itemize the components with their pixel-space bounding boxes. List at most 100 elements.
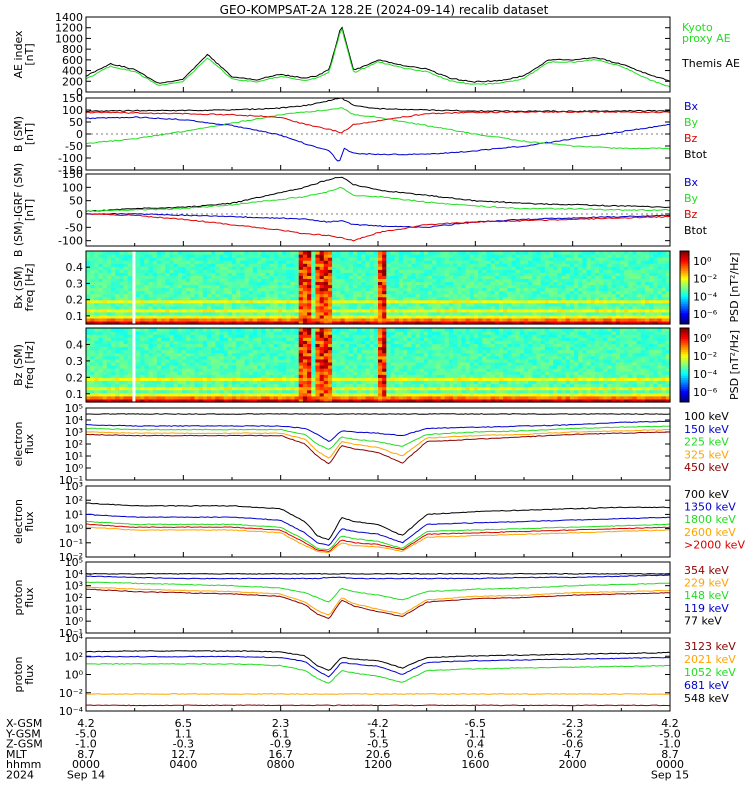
spectrogram-cell [286, 305, 291, 310]
spectrogram-cell [98, 317, 104, 322]
spectrogram-cell [436, 269, 442, 273]
spectrogram-cell [156, 257, 162, 261]
spectrogram-cell [544, 311, 550, 316]
spectrogram-cell [252, 257, 258, 261]
spectrogram-cell [386, 266, 392, 270]
spectrogram-cell [181, 254, 187, 258]
spectrogram-cell [478, 260, 483, 264]
spectrogram-cell [398, 320, 404, 325]
spectrogram-cell [319, 290, 325, 295]
spectrogram-cell [382, 308, 387, 313]
spectrogram-cell [549, 281, 554, 286]
spectrogram-cell [282, 266, 287, 270]
spectrogram-cell [277, 377, 283, 382]
spectrogram-cell [307, 377, 312, 382]
spectrogram-cell [661, 311, 667, 316]
spectrogram-cell [127, 368, 133, 372]
spectrogram-cell [603, 287, 609, 292]
spectrogram-cell [336, 317, 342, 322]
spectrogram-cell [165, 386, 171, 391]
spectrogram-cell [181, 358, 187, 363]
spectrogram-cell [640, 254, 646, 258]
spectrogram-cell [177, 346, 183, 351]
spectrogram-cell [186, 361, 191, 366]
spectrogram-cell [248, 281, 254, 286]
spectrogram-cell [106, 284, 112, 289]
spectrogram-cell [261, 314, 266, 319]
spectrogram-cell [311, 337, 317, 341]
spectrogram-cell [540, 296, 546, 301]
spectrogram-cell [532, 260, 538, 264]
spectrogram-cell [277, 340, 283, 345]
spectrogram-cell [469, 278, 475, 283]
spectrogram-cell [461, 269, 467, 273]
spectrogram-cell [307, 269, 312, 273]
spectrogram-cell [315, 278, 321, 283]
spectrogram-cell [344, 281, 350, 286]
spectrogram-cell [165, 377, 171, 382]
spectrogram-cell [290, 320, 296, 325]
spectrogram-cell [665, 308, 671, 313]
spectrogram-cell [578, 275, 583, 279]
spectrogram-cell [519, 314, 525, 319]
spectrogram-cell [315, 331, 321, 335]
spectrogram-cell [661, 269, 667, 273]
spectrogram-cell [252, 349, 258, 354]
spectrogram-cell [190, 392, 196, 397]
spectrogram-cell [628, 254, 634, 258]
spectrogram-cell [340, 257, 346, 261]
spectrogram-cell [490, 290, 496, 295]
spectrogram-cell [223, 380, 229, 385]
spectrogram-cell [607, 284, 613, 289]
spectrogram-cell [653, 302, 659, 307]
spectrogram-cell [549, 272, 554, 276]
spectrogram-cell [628, 287, 634, 292]
spectrogram-cell [215, 389, 221, 394]
spectrogram-cell [244, 334, 250, 338]
spectrogram-cell [86, 352, 91, 357]
spectrogram-cell [290, 263, 296, 267]
spectrogram-cell [319, 352, 325, 357]
spectrogram-cell [273, 358, 279, 363]
spectrogram-cell [136, 320, 141, 325]
spectrogram-cell [265, 293, 271, 298]
spectrogram-cell [181, 293, 187, 298]
spectrogram-cell [286, 389, 291, 394]
spectrogram-cell [244, 254, 250, 258]
spectrogram-cell [223, 251, 229, 255]
spectrogram-cell [411, 290, 417, 295]
spectrogram-cell [394, 254, 400, 258]
spectrogram-cell [186, 346, 191, 351]
spectrogram-cell [123, 389, 129, 394]
spectrogram-cell [198, 349, 204, 354]
spectrogram-cell [561, 305, 567, 310]
spectrogram-cell [532, 275, 538, 279]
spectrogram-cell [457, 278, 463, 283]
spectrogram-cell [298, 260, 304, 264]
spectrogram-cell [115, 392, 120, 397]
spectrogram-cell [173, 368, 179, 372]
spectrogram-cell [640, 305, 646, 310]
panel-3: B (SM)-IGRF (SM)[nT]-100-50050100150BxBy… [12, 163, 708, 257]
spectrogram-cell [244, 272, 250, 276]
panel-4: Bx (SM)freq [Hz]0.10.20.30.4 10⁰10⁻²10⁻⁴1… [12, 250, 741, 325]
spectrogram-cell [123, 346, 129, 351]
spectrogram-cell [244, 358, 250, 363]
spectrogram-cell [357, 284, 362, 289]
spectrogram-cell [144, 299, 150, 304]
spectrogram-cell [411, 254, 417, 258]
spectrogram-cell [594, 263, 600, 267]
spectrogram-cell [332, 278, 337, 283]
spectrogram-cell [524, 278, 529, 283]
spectrogram-cell [202, 299, 208, 304]
spectrogram-cell [269, 302, 275, 307]
spectrogram-cell [211, 380, 216, 385]
spectrogram-cell [590, 254, 596, 258]
spectrogram-cell [127, 346, 133, 351]
spectrogram-cell [286, 296, 291, 301]
spectrogram-cell [302, 395, 308, 400]
spectrogram-cell [482, 299, 488, 304]
spectrogram-cell [594, 299, 600, 304]
spectrogram-cell [248, 349, 254, 354]
spectrogram-cell [202, 290, 208, 295]
